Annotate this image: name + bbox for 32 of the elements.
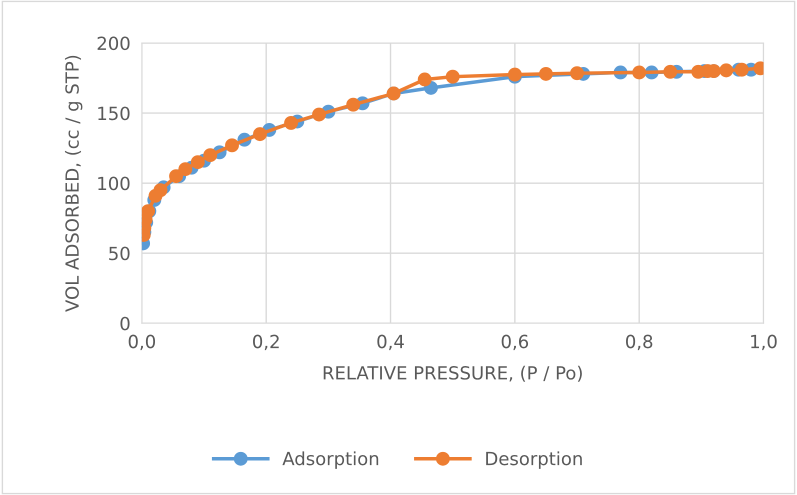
point: [632, 66, 646, 80]
x-tick-label: 0,4: [377, 334, 404, 350]
point: [734, 62, 749, 77]
point: [203, 148, 218, 162]
point: [346, 98, 360, 112]
legend-label: Desorption: [486, 451, 582, 469]
point: [539, 66, 553, 81]
point: [312, 108, 326, 122]
y-axis-title: VOL ADSORBED, (cc / g STP): [64, 56, 82, 312]
y-tick-label: 50: [109, 246, 130, 260]
x-tick-label: 0,8: [626, 334, 652, 350]
point: [691, 64, 706, 79]
point: [284, 116, 298, 130]
x-tick-label: 0,0: [128, 334, 156, 350]
point: [446, 70, 460, 84]
x-axis-title: RELATIVE PRESSURE, (P / Po): [324, 366, 582, 382]
point: [719, 63, 734, 78]
point: [418, 72, 432, 86]
point: [190, 155, 205, 170]
y-tick-label: 150: [98, 106, 130, 120]
y-tick-label: 0: [120, 316, 130, 330]
x-tick-label: 1,0: [751, 334, 777, 350]
point: [225, 138, 239, 152]
point: [253, 127, 267, 142]
point: [663, 64, 678, 79]
y-tick-label: 200: [98, 36, 130, 50]
point: [570, 66, 584, 80]
legend-label: Adsorption: [282, 451, 378, 469]
y-tick-label: 100: [98, 176, 130, 190]
point: [148, 188, 162, 203]
x-tick-label: 0,2: [253, 334, 279, 350]
x-tick-label: 0,6: [502, 334, 528, 350]
